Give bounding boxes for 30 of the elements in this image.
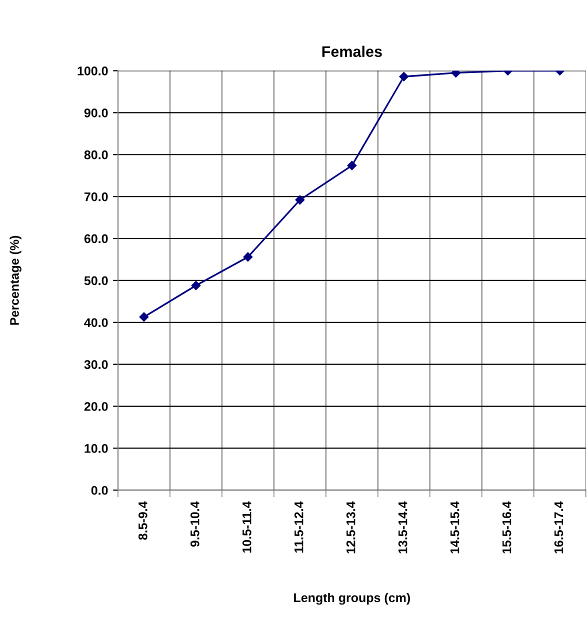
point xyxy=(295,195,305,205)
y-tick-label: 60.0 xyxy=(84,234,108,244)
y-axis-title: Percentage (%) xyxy=(10,236,22,325)
point xyxy=(139,312,149,322)
x-tick-label: 14.5-15.4 xyxy=(450,501,460,554)
point xyxy=(451,70,460,78)
x-tick-label: 12.5-13.4 xyxy=(346,501,356,554)
y-tick-label: 70.0 xyxy=(84,192,108,202)
chart-title: Females xyxy=(322,46,382,57)
y-tick-label: 20.0 xyxy=(84,402,108,411)
y-tick-label: 100.0 xyxy=(78,66,108,76)
x-tick-label: 9.5-10.4 xyxy=(190,501,200,547)
y-tick-label: 90.0 xyxy=(84,108,108,118)
y-tick-label: 80.0 xyxy=(84,150,108,160)
y-tick-label: 50.0 xyxy=(84,276,108,286)
point xyxy=(399,72,409,82)
point xyxy=(191,280,201,290)
x-tick-label: 15.5-16.4 xyxy=(502,501,512,554)
point xyxy=(243,252,253,262)
y-tick-label: 40.0 xyxy=(84,318,108,328)
x-axis-title: Length groups (cm) xyxy=(294,592,410,605)
x-tick-label: 16.5-17.4 xyxy=(554,501,564,554)
y-tick-label: 10.0 xyxy=(84,444,108,453)
x-tick-label: 10.5-11.4 xyxy=(242,501,252,553)
y-tick-label: 0.0 xyxy=(91,486,108,495)
x-tick-label: 8.5-9.4 xyxy=(138,501,148,540)
x-tick-label: 11.5-12.4 xyxy=(294,501,304,553)
y-tick-label: 30.0 xyxy=(84,360,108,369)
point xyxy=(347,160,357,170)
x-tick-label: 13.5-14.4 xyxy=(398,501,408,554)
